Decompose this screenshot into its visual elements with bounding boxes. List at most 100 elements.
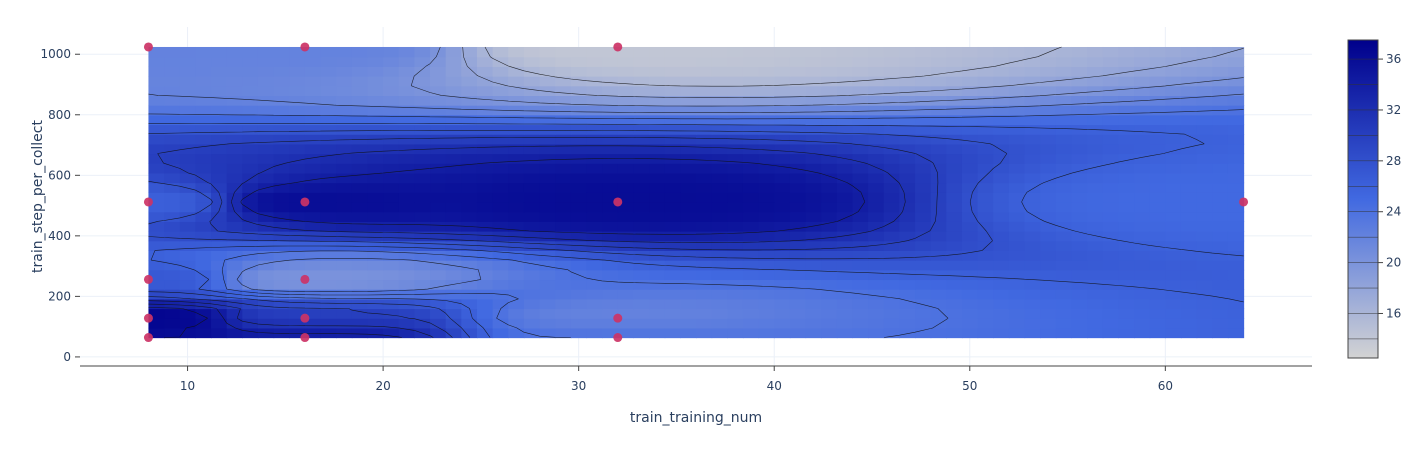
surface-cell (461, 231, 478, 242)
surface-cell (852, 221, 869, 232)
surface-cell (351, 318, 369, 329)
surface-cell (398, 153, 415, 164)
contour-line (148, 123, 1244, 338)
data-point[interactable] (1239, 197, 1249, 207)
surface-cell (742, 66, 760, 77)
surface-cell (570, 46, 588, 58)
surface-cell (915, 221, 932, 232)
surface-cell (1087, 231, 1104, 242)
surface-cell (398, 66, 415, 77)
surface-cell (508, 308, 525, 319)
surface-cell (664, 182, 681, 193)
surface-cell (1134, 66, 1151, 77)
surface-cell (1165, 289, 1182, 300)
data-point[interactable] (300, 197, 310, 207)
surface-cell (242, 221, 259, 232)
surface-cell (758, 85, 775, 97)
surface-cell (758, 279, 775, 290)
surface-cell (961, 289, 979, 300)
surface-cell (899, 76, 916, 87)
surface-cell (1118, 182, 1135, 193)
data-point[interactable] (300, 333, 310, 343)
data-point[interactable] (613, 42, 623, 52)
surface-cell (649, 201, 666, 213)
data-point[interactable] (300, 274, 310, 284)
surface-cell (398, 182, 415, 193)
surface-cell (649, 46, 666, 58)
surface-cell (977, 250, 994, 261)
data-point[interactable] (613, 333, 623, 343)
data-point[interactable] (300, 313, 310, 323)
surface-cell (852, 269, 869, 281)
surface-cell (289, 250, 306, 261)
surface-cell (696, 318, 713, 329)
surface-cell (1165, 231, 1182, 242)
surface-cell (257, 114, 275, 126)
data-point[interactable] (613, 313, 623, 323)
surface-cell (883, 269, 900, 281)
x-tick-label: 40 (767, 379, 782, 393)
surface-cell (774, 201, 791, 213)
surface-cell (899, 221, 916, 232)
surface-cell (649, 298, 666, 310)
surface-cell (195, 114, 212, 126)
data-point[interactable] (143, 197, 153, 207)
surface-cell (961, 211, 979, 222)
surface-cell (461, 56, 478, 67)
surface-cell (1196, 114, 1213, 126)
surface-cell (1165, 124, 1182, 135)
surface-cell (680, 221, 697, 232)
surface-cell (1024, 143, 1041, 155)
surface-cell (586, 250, 603, 261)
surface-cell (336, 221, 353, 232)
surface-cell (555, 289, 572, 300)
surface-cell (508, 95, 525, 106)
surface-cell (680, 201, 697, 213)
surface-cell (617, 114, 635, 126)
surface-cell (946, 192, 963, 203)
surface-cell (1118, 289, 1135, 300)
surface-cell (430, 95, 447, 106)
surface-cell (461, 153, 478, 164)
surface-cell (1071, 172, 1088, 184)
surface-cell (977, 56, 994, 67)
surface-cell (1040, 105, 1057, 116)
data-point[interactable] (300, 42, 310, 52)
surface-cell (789, 231, 807, 242)
data-point[interactable] (143, 42, 153, 52)
surface-cell (523, 114, 541, 126)
surface-cell (430, 279, 447, 290)
surface-cell (789, 289, 807, 300)
surface-cell (445, 134, 462, 145)
surface-cell (164, 105, 181, 116)
surface-cell (836, 76, 854, 87)
surface-cell (148, 153, 165, 164)
surface-cell (1008, 279, 1026, 290)
surface-cell (476, 85, 494, 97)
surface-cell (273, 192, 290, 203)
surface-cell (1102, 66, 1119, 77)
surface-cell (367, 192, 384, 203)
data-point[interactable] (143, 313, 153, 323)
surface-cell (398, 250, 415, 261)
surface-cell (351, 211, 369, 222)
surface-cell (461, 114, 478, 126)
surface-cell (523, 66, 541, 77)
surface-cell (680, 182, 697, 193)
surface-cell (273, 134, 290, 145)
surface-cell (273, 250, 290, 261)
surface-cell (977, 327, 994, 339)
data-point[interactable] (613, 197, 623, 207)
data-point[interactable] (143, 274, 153, 284)
surface-cell (383, 269, 400, 281)
surface-cell (476, 143, 494, 155)
surface-cell (836, 201, 854, 213)
data-point[interactable] (143, 333, 153, 343)
surface-cell (664, 201, 681, 213)
surface-cell (226, 211, 243, 222)
surface-cell (164, 85, 181, 97)
surface-cell (367, 66, 384, 77)
surface-cell (868, 289, 885, 300)
surface-cell (304, 308, 322, 319)
surface-cell (1212, 76, 1229, 87)
